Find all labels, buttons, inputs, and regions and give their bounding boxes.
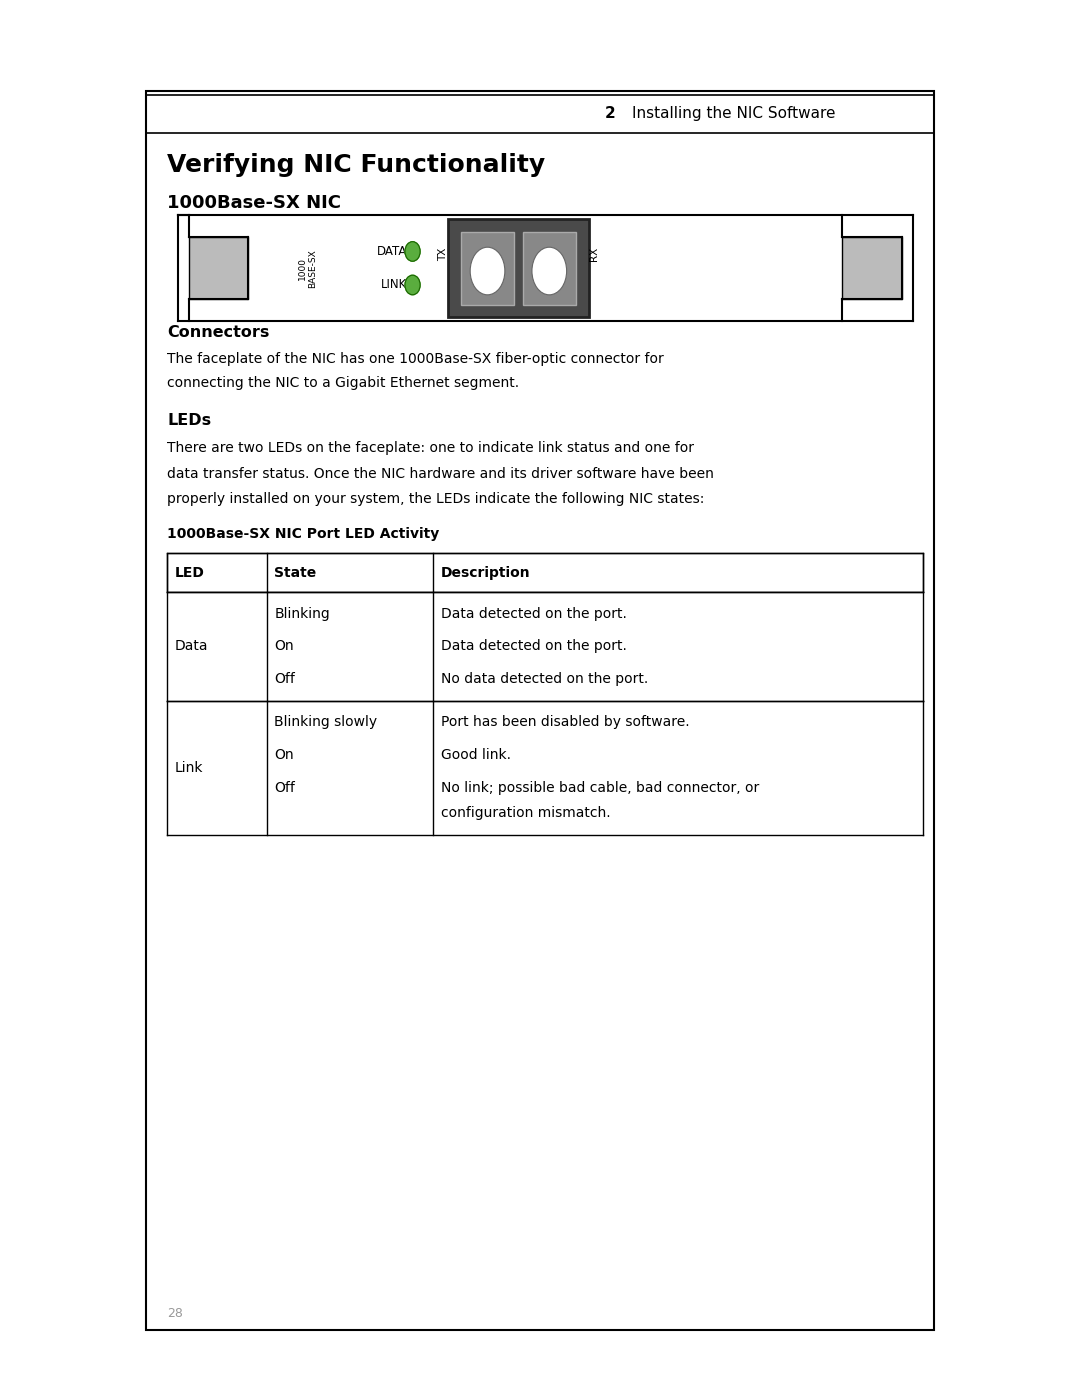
Text: TX: TX — [437, 247, 448, 261]
Bar — [189, 237, 248, 299]
Text: 1000
BASE-SX: 1000 BASE-SX — [298, 249, 318, 288]
Text: DATA: DATA — [377, 244, 407, 258]
Text: data transfer status. Once the NIC hardware and its driver software have been: data transfer status. Once the NIC hardw… — [167, 467, 714, 481]
Bar — [842, 237, 902, 299]
Text: Blinking: Blinking — [274, 606, 330, 620]
Text: 1000Base-SX NIC: 1000Base-SX NIC — [167, 194, 341, 211]
Text: RX: RX — [589, 247, 599, 261]
Text: connecting the NIC to a Gigabit Ethernet segment.: connecting the NIC to a Gigabit Ethernet… — [167, 376, 519, 390]
Bar — [167, 592, 923, 701]
Text: configuration mismatch.: configuration mismatch. — [441, 806, 610, 820]
Text: Off: Off — [274, 672, 295, 686]
Text: Data: Data — [175, 640, 208, 654]
Text: On: On — [274, 640, 294, 654]
Text: State: State — [274, 566, 316, 580]
Bar — [146, 91, 934, 1330]
Text: Blinking slowly: Blinking slowly — [274, 715, 377, 729]
Text: There are two LEDs on the faceplate: one to indicate link status and one for: There are two LEDs on the faceplate: one… — [167, 441, 694, 455]
Text: Installing the NIC Software: Installing the NIC Software — [632, 106, 835, 122]
Ellipse shape — [532, 247, 567, 295]
Text: No data detected on the port.: No data detected on the port. — [441, 672, 648, 686]
Bar — [167, 553, 923, 592]
Bar — [461, 232, 514, 305]
Text: Data detected on the port.: Data detected on the port. — [441, 606, 626, 620]
Text: Good link.: Good link. — [441, 747, 511, 761]
Circle shape — [405, 275, 420, 295]
Text: Off: Off — [274, 781, 295, 795]
Text: LEDs: LEDs — [167, 414, 212, 427]
Text: LINK: LINK — [381, 278, 407, 292]
Bar — [523, 232, 576, 305]
Text: Link: Link — [175, 760, 203, 775]
Circle shape — [405, 242, 420, 261]
Text: No link; possible bad cable, bad connector, or: No link; possible bad cable, bad connect… — [441, 781, 759, 795]
Ellipse shape — [470, 247, 504, 295]
Text: Port has been disabled by software.: Port has been disabled by software. — [441, 715, 689, 729]
Text: 2: 2 — [605, 106, 616, 122]
Text: Connectors: Connectors — [167, 326, 270, 339]
Text: 1000Base-SX NIC Port LED Activity: 1000Base-SX NIC Port LED Activity — [167, 527, 440, 541]
Text: Verifying NIC Functionality: Verifying NIC Functionality — [167, 152, 545, 177]
Bar — [167, 701, 923, 835]
Text: The faceplate of the NIC has one 1000Base-SX fiber-optic connector for: The faceplate of the NIC has one 1000Bas… — [167, 352, 664, 366]
Text: On: On — [274, 747, 294, 761]
Text: Description: Description — [441, 566, 530, 580]
Bar — [448, 219, 589, 317]
Text: LED: LED — [175, 566, 205, 580]
Text: 28: 28 — [167, 1306, 184, 1320]
Text: properly installed on your system, the LEDs indicate the following NIC states:: properly installed on your system, the L… — [167, 492, 705, 506]
Text: Data detected on the port.: Data detected on the port. — [441, 640, 626, 654]
